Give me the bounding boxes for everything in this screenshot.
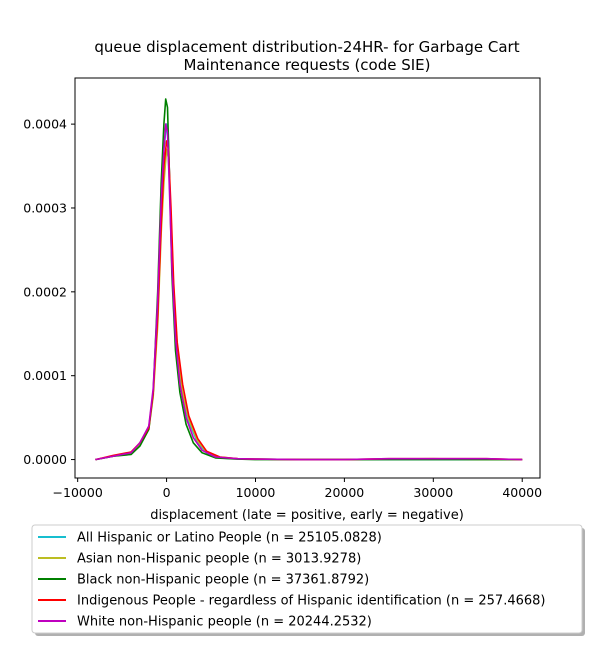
x-axis-label: displacement (late = positive, early = n… <box>150 508 464 523</box>
x-tick-label: −10000 <box>53 485 103 500</box>
y-tick-label: 0.0003 <box>23 200 67 215</box>
series-line-5 <box>95 123 523 461</box>
x-tick-label: 20000 <box>325 485 365 500</box>
x-axis: −10000 0 10000 20000 30000 40000 <box>53 478 542 500</box>
y-axis: 0.0000 0.0001 0.0002 0.0003 0.0004 <box>23 117 75 467</box>
y-tick-label: 0.0001 <box>23 368 67 383</box>
plot-frame <box>74 77 541 479</box>
x-tick-label: 30000 <box>413 485 453 500</box>
legend: All Hispanic or Latino People (n = 25105… <box>38 531 546 630</box>
x-tick-label: 40000 <box>502 485 542 500</box>
legend-label-3: Black non-Hispanic people (n = 37361.879… <box>77 573 369 588</box>
legend-label-1: All Hispanic or Latino People (n = 25105… <box>77 531 382 546</box>
y-tick-label: 0.0000 <box>23 452 67 467</box>
legend-box <box>31 524 583 634</box>
legend-label-2: Asian non-Hispanic people (n = 3013.9278… <box>77 552 361 567</box>
y-tick-label: 0.0004 <box>23 117 67 132</box>
x-tick-label: 10000 <box>236 485 276 500</box>
chart-title-line-1: queue displacement distribution-24HR- fo… <box>94 38 519 56</box>
plot-area <box>95 98 523 461</box>
x-tick-label: 0 <box>163 485 171 500</box>
legend-label-4: Indigenous People - regardless of Hispan… <box>77 594 546 609</box>
y-tick-label: 0.0002 <box>23 284 67 299</box>
legend-label-5: White non-Hispanic people (n = 20244.253… <box>77 615 372 630</box>
chart-title-line-2: Maintenance requests (code SIE) <box>183 56 430 74</box>
